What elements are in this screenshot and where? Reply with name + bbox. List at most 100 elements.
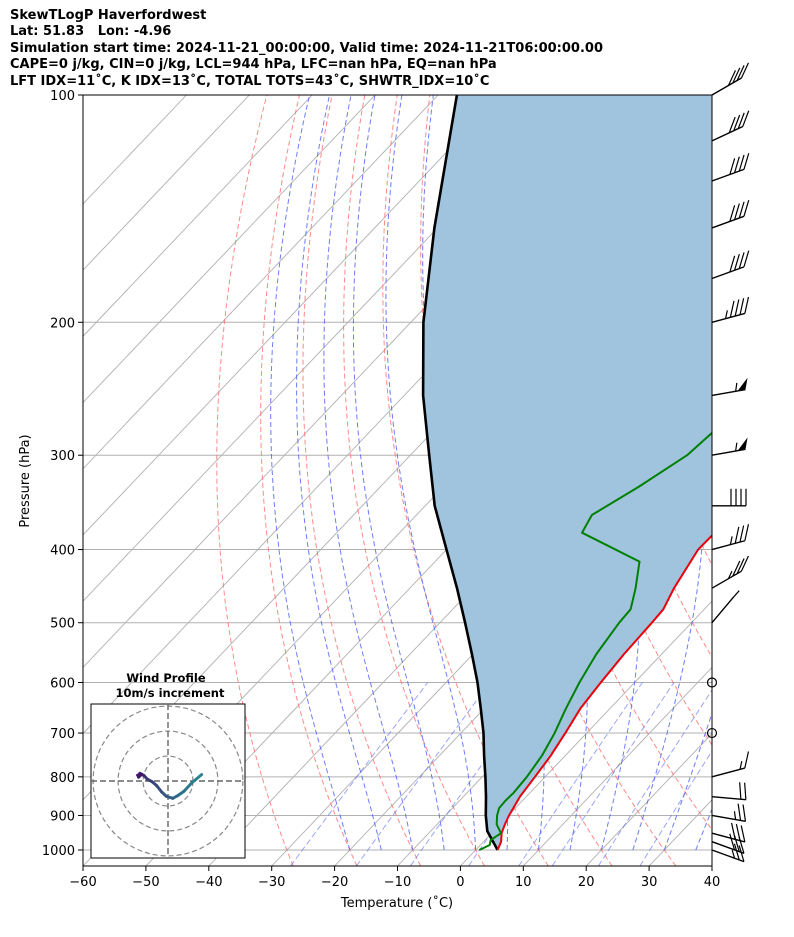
wind-barb (711, 296, 750, 323)
barb-full-tick (732, 67, 741, 84)
location-line: Lat: 51.83 Lon: -4.96 (10, 24, 172, 40)
barb-full-tick (729, 205, 736, 222)
hodograph-inset: Wind Profile 10m/s increment (90, 671, 246, 859)
wind-barb (711, 110, 750, 142)
barb-half-tick (735, 442, 738, 452)
barb-full-tick (744, 296, 750, 314)
y-tick-label: 600 (50, 677, 75, 692)
barb-staff (711, 448, 746, 456)
hodograph-title: Wind Profile (126, 671, 206, 685)
barb-full-tick (739, 782, 742, 800)
isotherm-line (775, 95, 794, 866)
x-tick-label: 30 (641, 875, 658, 890)
barb-half-tick (739, 760, 743, 770)
x-axis-label: Temperature (˚C) (340, 895, 453, 911)
parcel-profile-line (421, 95, 499, 851)
isotherm-line (522, 666, 712, 866)
barb-half-tick (735, 382, 738, 392)
barb-full-tick (733, 253, 740, 271)
cin-shading-area (423, 95, 712, 850)
calm-wind-circle (706, 727, 718, 739)
barb-staff (711, 814, 746, 823)
wind-barb (711, 62, 749, 96)
wind-barb (711, 524, 750, 551)
barb-full-tick (740, 62, 749, 79)
x-axis: −60 −50 −40 −30 −20 −10 0 10 20 30 40 (69, 866, 720, 890)
x-tick-label: −60 (69, 875, 96, 890)
hodograph-segment (190, 773, 204, 785)
isotherm-line (83, 95, 376, 404)
mixing-ratio-line (518, 682, 643, 866)
moist-adiabat (296, 95, 382, 851)
wind-barb (711, 250, 750, 280)
dry-adiabat (302, 95, 422, 866)
dry-adiabat (260, 95, 358, 866)
y-axis-label: Pressure (hPa) (18, 434, 33, 527)
barb-full-tick (729, 158, 736, 175)
y-tick-label: 400 (50, 544, 75, 559)
barb-staff (711, 266, 745, 280)
barb-staff (711, 77, 742, 96)
isotherm-line (460, 600, 712, 866)
barb-full-tick (744, 751, 750, 769)
mixing-ratio-line (597, 689, 712, 866)
moist-adiabat (632, 95, 705, 851)
x-tick-label: −10 (384, 875, 411, 890)
x-tick-label: 10 (515, 875, 532, 890)
x-tick-label: 0 (456, 875, 464, 890)
barb-full-tick (729, 300, 735, 318)
index-line: LFT IDX=11˚C, K IDX=13˚C, TOTAL TOTS=43˚… (10, 73, 490, 89)
dry-adiabat (756, 95, 794, 866)
barb-full-tick (733, 203, 740, 220)
mixing-ratio-line (551, 682, 675, 866)
y-tick-label: 900 (50, 809, 75, 824)
y-tick-label: 200 (50, 316, 75, 331)
moist-adiabat (270, 95, 351, 851)
mixing-ratio-line (409, 682, 542, 866)
y-tick-label: 700 (50, 727, 75, 742)
y-tick-label: 100 (50, 89, 75, 104)
dry-adiabat (343, 95, 485, 866)
x-tick-label: 40 (704, 875, 721, 890)
y-tick-label: 1000 (42, 844, 75, 859)
isotherm-line (83, 95, 250, 271)
barb-full-tick (733, 156, 740, 173)
chart-title: SkewTLogP Haverfordwest (10, 8, 207, 23)
barb-staff (711, 570, 742, 589)
barb-full-tick (728, 116, 736, 134)
dry-adiabat (382, 95, 549, 866)
x-tick-label: −20 (321, 875, 348, 890)
hodograph-segment (182, 781, 194, 793)
barb-full-tick (729, 833, 736, 851)
profile-lines (421, 95, 712, 851)
isotherm-line (83, 95, 439, 470)
x-tick-label: 20 (578, 875, 595, 890)
barb-staff (711, 312, 746, 323)
barb-half-tick (729, 536, 733, 545)
barb-full-tick (738, 201, 745, 219)
mixing-ratio-line (639, 750, 712, 866)
barb-staff (711, 767, 746, 778)
wind-barb (712, 488, 747, 507)
moist-adiabat (323, 95, 414, 851)
barb-full-tick (744, 524, 750, 541)
barb-full-tick (730, 822, 736, 840)
barb-full-tick (733, 843, 740, 861)
wind-barb (706, 727, 718, 739)
barb-full-tick (738, 252, 745, 269)
barb-staff (711, 540, 746, 551)
calm-wind-circle (706, 677, 718, 688)
isotherm-line (83, 95, 313, 337)
x-tick-label: −50 (132, 875, 159, 890)
mixing-ratio-line (290, 682, 428, 866)
wind-barbs (706, 62, 750, 863)
isotherm-line (711, 865, 712, 866)
wind-barb (706, 677, 718, 688)
barb-flag (737, 377, 748, 391)
barb-full-tick (734, 526, 740, 544)
barb-full-tick (742, 804, 747, 822)
moist-adiabat (352, 95, 445, 851)
barb-staff (711, 215, 745, 229)
wind-barb (711, 437, 748, 456)
